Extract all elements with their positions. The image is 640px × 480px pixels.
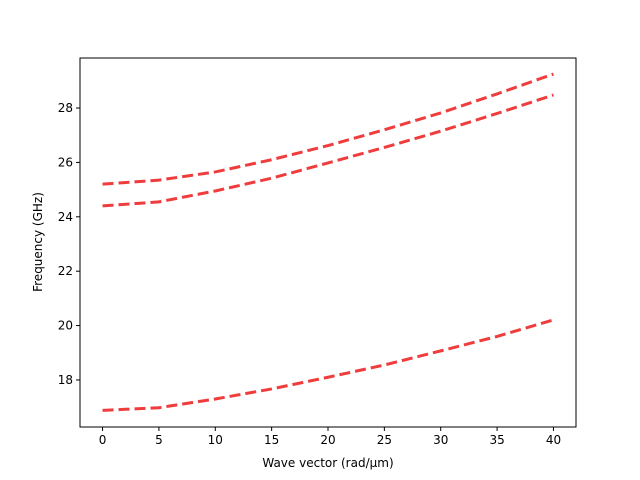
y-tick-label: 24 xyxy=(58,210,73,224)
y-tick-label: 28 xyxy=(58,101,73,115)
y-tick-label: 18 xyxy=(58,373,73,387)
x-tick-label: 25 xyxy=(377,433,392,447)
y-tick-label: 20 xyxy=(58,319,73,333)
x-tick-label: 10 xyxy=(208,433,223,447)
y-tick-label: 26 xyxy=(58,155,73,169)
x-tick-label: 40 xyxy=(546,433,561,447)
y-tick-label: 22 xyxy=(58,264,73,278)
x-tick-label: 15 xyxy=(264,433,279,447)
x-tick-label: 35 xyxy=(489,433,504,447)
y-axis-label: Frequency (GHz) xyxy=(31,192,45,292)
x-tick-label: 5 xyxy=(155,433,163,447)
x-axis-label: Wave vector (rad/μm) xyxy=(262,456,393,470)
x-tick-label: 20 xyxy=(320,433,335,447)
x-tick-label: 0 xyxy=(99,433,107,447)
data-line xyxy=(102,318,554,412)
data-line xyxy=(102,93,554,208)
data-line xyxy=(102,72,554,186)
x-tick-label: 30 xyxy=(433,433,448,447)
plot-frame xyxy=(79,57,577,428)
